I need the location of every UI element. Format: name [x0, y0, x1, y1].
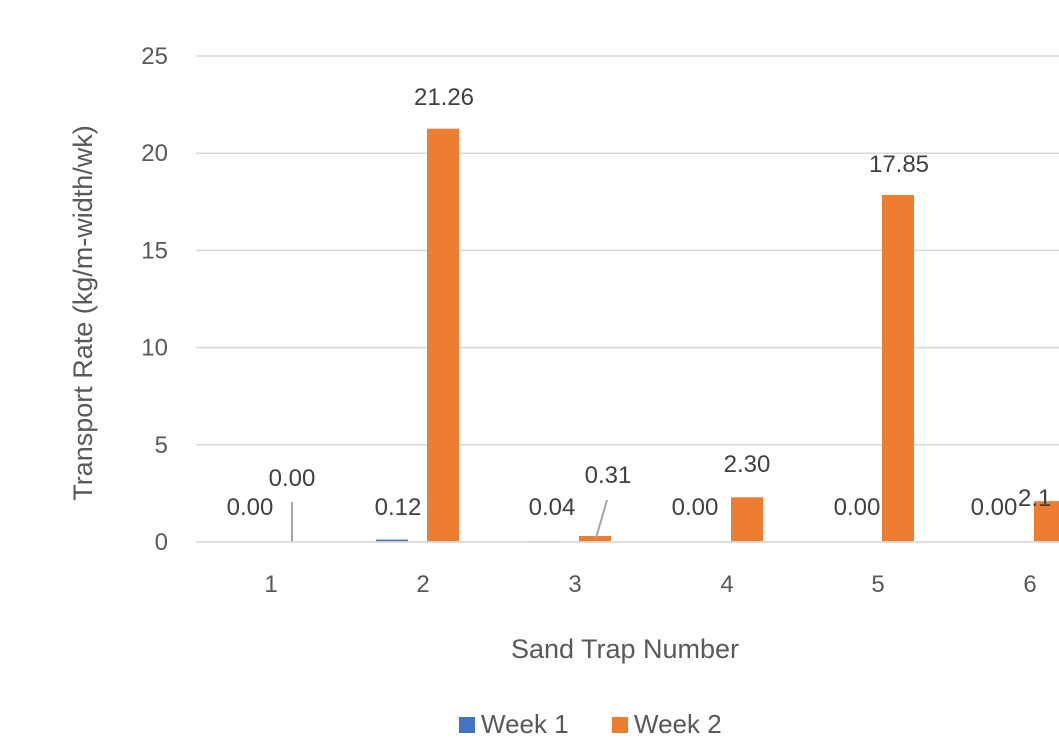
data-label: 0.00: [672, 494, 719, 521]
x-axis-title: Sand Trap Number: [511, 634, 739, 664]
legend-label: Week 2: [634, 709, 722, 738]
data-labels: 0.000.000.1221.260.040.310.002.300.0017.…: [227, 84, 1052, 521]
bar-week-2: [882, 194, 914, 542]
legend-label: Week 1: [481, 709, 569, 738]
legend-swatch: [459, 717, 475, 733]
y-tick-label: 25: [141, 43, 168, 70]
legend-swatch: [612, 717, 628, 733]
x-tick-label: 2: [416, 571, 429, 598]
data-label: 2.1: [1018, 485, 1051, 512]
data-label: 0.00: [269, 465, 316, 492]
data-label: 0.00: [834, 494, 881, 521]
x-tick-label: 3: [568, 571, 581, 598]
x-tick-label: 4: [720, 571, 733, 598]
x-tick-label: 6: [1023, 571, 1036, 598]
y-tick-label: 20: [141, 140, 168, 167]
bars: [376, 128, 1059, 542]
y-tick-label: 10: [141, 335, 168, 362]
data-label: 0.00: [227, 494, 274, 521]
data-label: 0.12: [375, 494, 422, 521]
leader-lines: [291, 499, 608, 542]
y-axis-title: Transport Rate (kg/m-width/wk): [68, 125, 98, 501]
x-tick-label: 5: [871, 571, 884, 598]
gridlines: [196, 55, 1059, 446]
y-tick-label: 0: [155, 529, 168, 556]
data-label: 2.30: [724, 451, 771, 478]
bar-week-2: [579, 535, 611, 542]
y-tick-label: 5: [155, 432, 168, 459]
y-tick-label: 15: [141, 237, 168, 264]
data-label: 17.85: [869, 151, 929, 178]
data-label: 0.04: [529, 494, 576, 521]
y-axis-ticks: 0 5 10 15 20 25: [141, 43, 168, 556]
data-label: 0.31: [585, 462, 632, 489]
x-tick-label: 1: [264, 571, 277, 598]
bar-week-2: [427, 128, 459, 542]
bar-week-2: [731, 497, 763, 542]
bar-week-2: [1034, 501, 1059, 542]
leader-line: [595, 499, 608, 539]
bar-week-1: [376, 539, 408, 542]
data-label: 21.26: [414, 84, 474, 111]
data-label: 0.00: [971, 494, 1018, 521]
legend: Week 1 Week 2: [459, 709, 722, 738]
x-axis-ticks: 1 2 3 4 5 6: [264, 571, 1036, 598]
